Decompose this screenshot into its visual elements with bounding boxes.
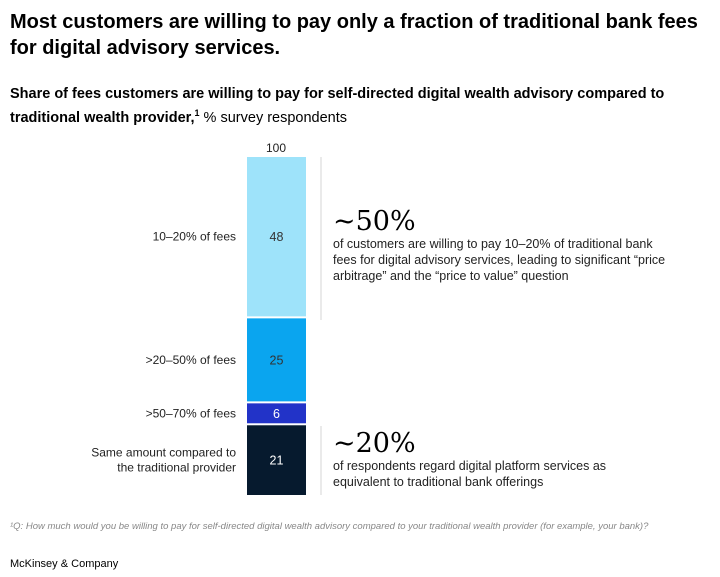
bar-segment-20-50-of-fees (247, 318, 306, 402)
category-label-10-20-of-fees: 10–20% of fees (153, 230, 236, 244)
brand-label: McKinsey & Company (10, 558, 119, 570)
category-label-same-amount-compared-to-the-traditional-provider: Same amount compared to the traditional p… (91, 446, 236, 475)
callout-value-2: ~20% (333, 428, 416, 459)
footnote: ¹Q: How much would you be willing to pay… (10, 521, 649, 532)
callout-text-1: of customers are willing to pay 10–20% o… (333, 237, 666, 283)
subtitle-footnote-mark: 1 (194, 108, 200, 118)
callout-text-2: of respondents regard digital platform s… (333, 459, 607, 489)
category-label-50-70-of-fees: >50–70% of fees (146, 406, 236, 420)
data-label-same-amount-compared-to-the-traditional-provider: 21 (270, 454, 284, 468)
category-label-20-50-of-fees: >20–50% of fees (146, 353, 236, 367)
data-label-20-50-of-fees: 25 (270, 353, 284, 367)
subtitle-bold: Share of fees customers are willing to p… (10, 86, 665, 126)
bar-segment-same-amount-compared-to-the-traditional-provider (247, 425, 306, 495)
data-label-10-20-of-fees: 48 (270, 230, 284, 244)
chart-subtitle: Share of fees customers are willing to p… (10, 85, 710, 128)
subtitle-units: % survey respondents (199, 109, 348, 126)
callout-value-1: ~50% (333, 206, 416, 237)
bar-segment-50-70-of-fees (247, 403, 306, 424)
total-label: 100 (266, 141, 286, 155)
data-label-50-70-of-fees: 6 (273, 407, 280, 421)
chart-title: Most customers are willing to pay only a… (10, 11, 698, 59)
bar-segment-10-20-of-fees (247, 157, 306, 317)
